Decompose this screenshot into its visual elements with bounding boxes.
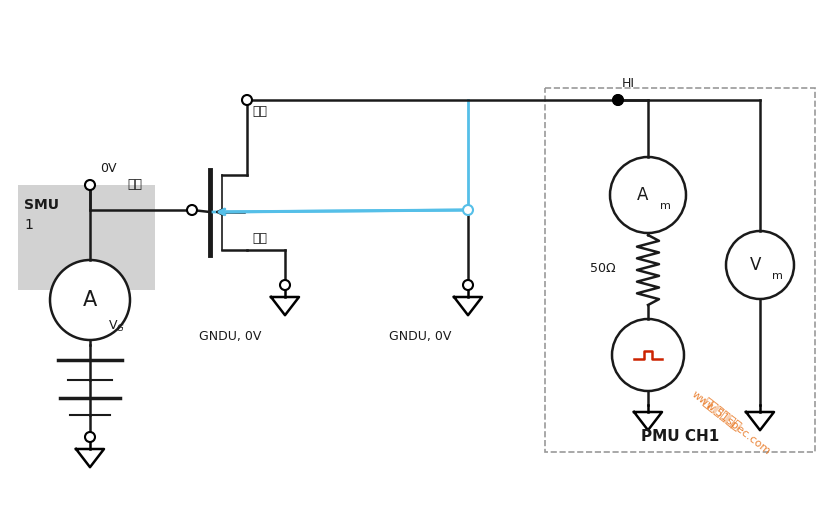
Text: SMU: SMU (24, 198, 59, 212)
Bar (545, 88, 815, 452)
Circle shape (610, 157, 686, 233)
Circle shape (85, 180, 95, 190)
Text: www.51spec.com: www.51spec.com (690, 390, 772, 457)
Text: 源极: 源极 (252, 232, 267, 245)
Text: 50Ω: 50Ω (590, 262, 615, 275)
Circle shape (85, 432, 95, 442)
Text: m: m (772, 271, 783, 281)
Text: HI: HI (622, 77, 635, 90)
Text: 0V: 0V (100, 162, 117, 175)
Circle shape (280, 280, 290, 290)
Text: m: m (660, 201, 671, 211)
Circle shape (613, 95, 623, 105)
Text: 栅极: 栅极 (127, 178, 142, 191)
Text: 环球电气之家: 环球电气之家 (700, 395, 743, 433)
Text: 1: 1 (24, 218, 33, 232)
Text: GNDU, 0V: GNDU, 0V (199, 330, 261, 343)
Circle shape (612, 319, 684, 391)
Circle shape (726, 231, 794, 299)
Circle shape (50, 260, 130, 340)
Circle shape (242, 95, 252, 105)
Circle shape (613, 95, 623, 105)
Text: A: A (83, 290, 97, 310)
Text: 漏极: 漏极 (252, 105, 267, 118)
Text: V$_G$: V$_G$ (108, 319, 125, 334)
Circle shape (463, 280, 473, 290)
Text: A: A (637, 186, 649, 204)
Bar (18, 185, 155, 290)
Circle shape (463, 205, 473, 215)
Text: V: V (751, 256, 762, 274)
Text: PMU CH1: PMU CH1 (641, 429, 719, 444)
Circle shape (187, 205, 197, 215)
Text: GNDU, 0V: GNDU, 0V (389, 330, 451, 343)
